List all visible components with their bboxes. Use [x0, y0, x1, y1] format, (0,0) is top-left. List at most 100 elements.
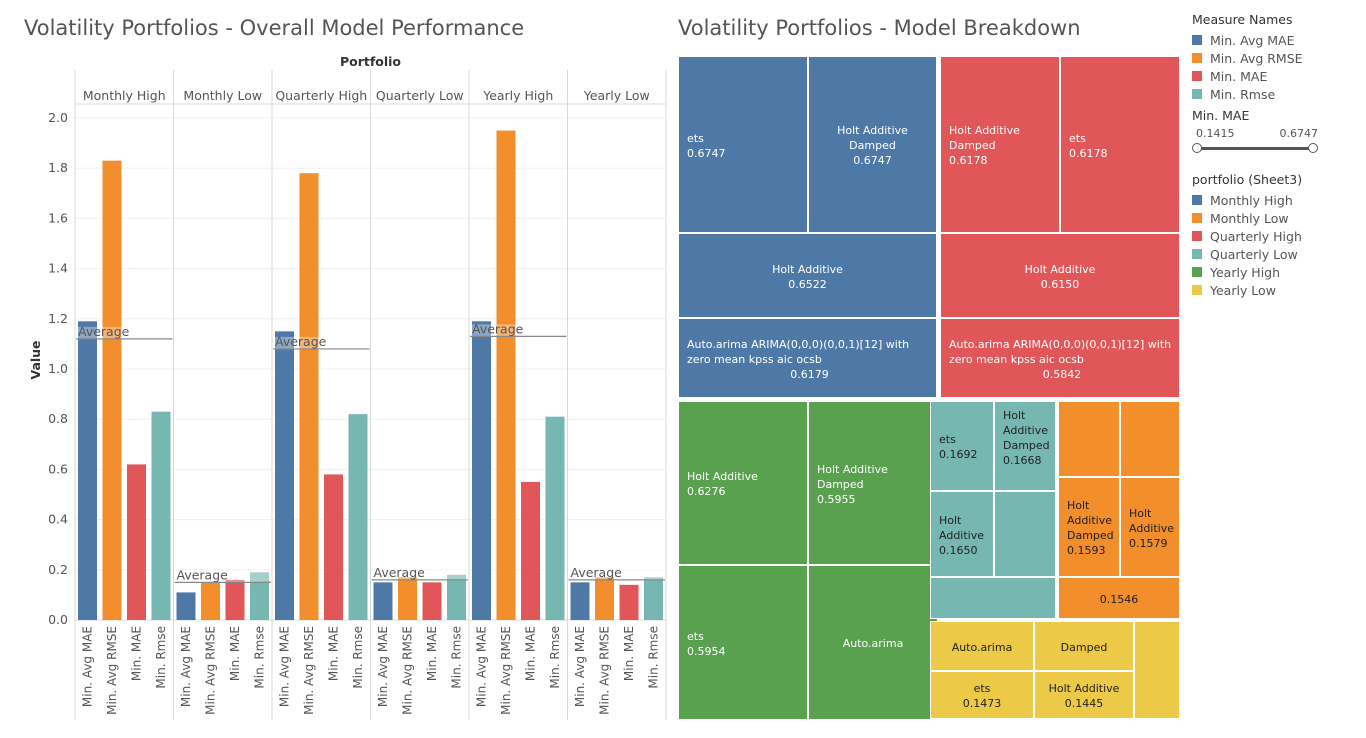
treemap-tile[interactable]: Holt Additive 0.1445: [1034, 671, 1134, 719]
tile-value: 0.1473: [962, 697, 1002, 710]
treemap-tile[interactable]: Holt Additive Damped 0.6178: [940, 56, 1060, 233]
bar: [250, 572, 269, 620]
treemap-tile[interactable]: ets 0.1473: [930, 671, 1034, 719]
tile-model-name: Auto.arima ARIMA(0,0,0)(0,0,1)[12] with …: [949, 337, 1172, 366]
treemap-tile[interactable]: [1120, 401, 1180, 477]
panel-header: Quarterly Low: [376, 88, 464, 103]
average-band: [568, 567, 665, 580]
legend-label: Min. Rmse: [1210, 86, 1276, 102]
tile-value: 0.5955: [817, 492, 856, 506]
panel-header: Yearly Low: [583, 88, 650, 103]
tile-model-name: Holt Additive: [939, 513, 984, 542]
x-tick-label: Min. Avg MAE: [278, 626, 292, 707]
legend-swatch: [1192, 267, 1202, 277]
x-tick-label: Min. Avg RMSE: [105, 626, 119, 715]
measure-legend-item[interactable]: Min. MAE: [1192, 67, 1303, 85]
portfolio-legend-item[interactable]: Quarterly High: [1192, 227, 1302, 245]
average-band: [174, 570, 271, 583]
measure-legend: Measure Names Min. Avg MAE Min. Avg RMSE M…: [1192, 12, 1303, 103]
treemap-tile[interactable]: Holt Additive 0.6150: [940, 233, 1180, 318]
treemap-tile[interactable]: [1058, 401, 1120, 477]
bar: [324, 474, 343, 620]
treemap-tile-label: Auto.arima ARIMA(0,0,0)(0,0,1)[12] with …: [941, 337, 1179, 382]
measure-legend-item[interactable]: Min. Rmse: [1192, 85, 1303, 103]
portfolio-legend-item[interactable]: Yearly Low: [1192, 281, 1302, 299]
y-tick-label: 0.8: [48, 411, 68, 426]
tile-model-name: Auto.arima: [951, 640, 1013, 654]
treemap-tile[interactable]: Auto.arima ARIMA(0,0,0)(0,0,1)[12] with …: [940, 318, 1180, 398]
treemap-tile[interactable]: ets 0.1692: [930, 401, 994, 491]
treemap-tile[interactable]: Holt Additive Damped 0.5955: [808, 401, 938, 565]
portfolio-legend-title: portfolio (Sheet3): [1192, 172, 1303, 187]
tile-value: 0.6178: [1069, 146, 1108, 160]
bar: [348, 414, 368, 620]
tile-value: 0.5842: [1042, 367, 1082, 381]
y-tick-label: 2.0: [48, 110, 68, 125]
y-axis-label: Value: [28, 340, 43, 379]
treemap-tile-label: Holt Additive 0.6150: [941, 262, 1179, 292]
portfolio-legend-item[interactable]: Monthly High: [1192, 191, 1302, 209]
x-tick-label: Min. Avg RMSE: [204, 626, 218, 715]
bar: [644, 577, 663, 620]
min-mae-filter[interactable]: Min. MAE 0.1415 0.6747: [1192, 108, 1322, 153]
portfolio-legend-item[interactable]: Yearly High: [1192, 263, 1302, 281]
treemap-tile[interactable]: Damped: [1034, 621, 1134, 671]
x-tick-label: Min. Avg RMSE: [598, 626, 612, 715]
y-tick-label: 0.6: [48, 461, 68, 476]
average-band: [76, 326, 173, 339]
treemap-tile[interactable]: ets 0.6178: [1060, 56, 1180, 233]
bar: [78, 321, 97, 620]
tile-value: 0.1692: [939, 448, 978, 461]
treemap-tile[interactable]: ets 0.6747: [678, 56, 808, 233]
tile-value: 0.1650: [939, 543, 978, 557]
x-tick-label: Min. Avg RMSE: [499, 626, 513, 715]
x-tick-label: Min. Rmse: [351, 626, 365, 689]
treemap-tile[interactable]: 0.1546: [1058, 577, 1180, 619]
y-tick-label: 1.2: [48, 311, 68, 326]
treemap-tile[interactable]: Auto.arima: [808, 565, 938, 720]
treemap-tile[interactable]: Holt Additive Damped 0.6747: [808, 56, 937, 233]
tile-model-name: ets: [687, 131, 704, 145]
treemap-tile[interactable]: Holt Additive 0.1579: [1120, 477, 1180, 577]
x-tick-label: Min. Rmse: [548, 626, 562, 689]
x-tick-label: Min. Avg RMSE: [401, 626, 415, 715]
filter-max-handle[interactable]: [1308, 143, 1318, 153]
tile-model-name: Damped: [1060, 640, 1108, 654]
treemap-tile[interactable]: [1134, 621, 1180, 719]
legend-swatch: [1192, 89, 1202, 99]
measure-legend-title: Measure Names: [1192, 12, 1293, 27]
legend-label: Min. MAE: [1210, 68, 1268, 84]
x-tick-label: Min. MAE: [524, 626, 538, 681]
portfolio-legend-item[interactable]: Monthly Low: [1192, 209, 1302, 227]
treemap-tile[interactable]: [994, 491, 1056, 577]
y-tick-label: 1.4: [48, 261, 68, 276]
x-tick-label: Min. MAE: [425, 626, 439, 681]
tile-value: 0.1445: [1064, 697, 1104, 710]
x-tick-label: Min. Avg MAE: [81, 626, 95, 707]
treemap-tile[interactable]: Holt Additive 0.6522: [678, 233, 937, 318]
x-tick-label: Min. Avg MAE: [573, 626, 587, 707]
x-tick-label: Min. MAE: [327, 626, 341, 681]
filter-track[interactable]: [1192, 143, 1322, 153]
average-band: [470, 324, 567, 337]
filter-min-handle[interactable]: [1192, 143, 1202, 153]
measure-legend-item[interactable]: Min. Avg RMSE: [1192, 49, 1303, 67]
x-tick-label: Min. Avg MAE: [179, 626, 193, 707]
bar: [127, 464, 146, 620]
treemap-tile[interactable]: Holt Additive Damped 0.1593: [1058, 477, 1120, 577]
x-tick-label: Min. MAE: [130, 626, 144, 681]
treemap-tile[interactable]: Auto.arima ARIMA(0,0,0)(0,0,1)[12] with …: [678, 318, 937, 398]
treemap-tile[interactable]: Auto.arima: [930, 621, 1034, 671]
treemap-tile[interactable]: ets 0.5954: [678, 565, 808, 720]
treemap-tile-label: ets 0.1692: [931, 432, 993, 462]
legend-label: Yearly Low: [1210, 282, 1276, 298]
treemap-tile[interactable]: Holt Additive 0.1650: [930, 491, 994, 577]
treemap-tile[interactable]: [930, 577, 1056, 619]
bar: [373, 582, 393, 620]
treemap-tile[interactable]: Holt Additive Damped 0.1668: [994, 401, 1056, 491]
treemap-tile[interactable]: Holt Additive 0.6276: [678, 401, 808, 565]
tile-value: 0.6522: [788, 277, 827, 291]
tile-value: 0.6150: [1040, 277, 1080, 291]
portfolio-legend-item[interactable]: Quarterly Low: [1192, 245, 1302, 263]
measure-legend-item[interactable]: Min. Avg MAE: [1192, 31, 1303, 49]
